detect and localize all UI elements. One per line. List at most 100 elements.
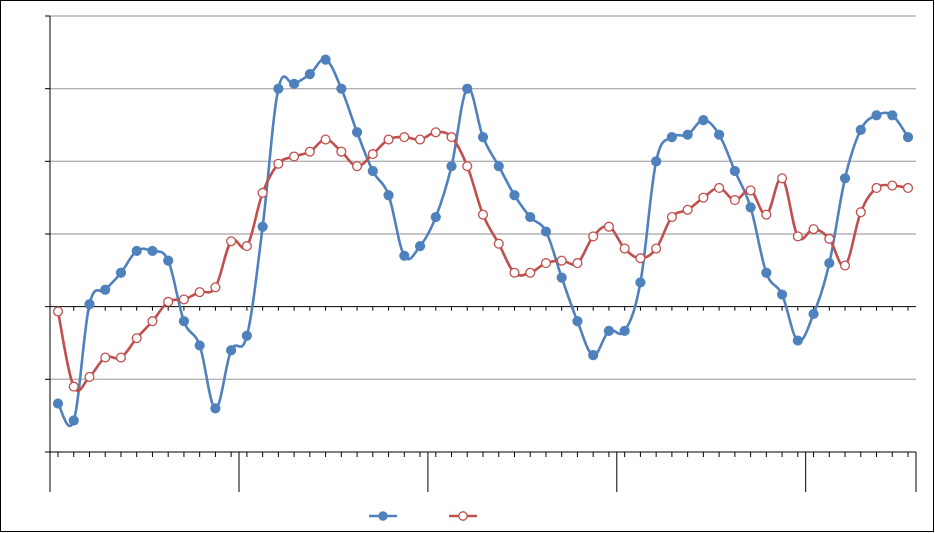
data-point (194, 287, 205, 298)
data-point (477, 209, 489, 220)
data-point (100, 352, 111, 363)
data-point (902, 182, 914, 194)
data-point (115, 267, 127, 278)
data-point (210, 403, 221, 414)
legend-item-1 (369, 511, 397, 521)
data-point (257, 221, 268, 232)
data-point (902, 132, 914, 143)
data-point (493, 161, 504, 172)
data-point (540, 226, 552, 237)
data-point (776, 289, 788, 300)
data-point (399, 250, 410, 261)
data-point (163, 255, 174, 266)
data-point (352, 161, 363, 172)
data-point (84, 299, 95, 310)
data-point (131, 333, 142, 344)
data-point (556, 272, 567, 283)
data-point (887, 180, 898, 191)
data-point (525, 211, 536, 223)
data-point (383, 134, 394, 145)
data-point (462, 161, 473, 172)
data-point (100, 284, 111, 295)
data-point (635, 253, 646, 264)
data-point (194, 340, 205, 351)
data-point (383, 190, 394, 201)
legend-marker (378, 511, 388, 521)
data-point (178, 316, 190, 327)
data-point (84, 371, 95, 382)
data-point (336, 83, 347, 94)
data-point (761, 267, 772, 278)
data-point (651, 243, 662, 254)
data-point (588, 231, 599, 242)
data-point (226, 236, 237, 247)
data-point (399, 132, 410, 143)
data-point (855, 124, 866, 135)
data-point (68, 415, 79, 426)
data-point (131, 245, 142, 257)
series-1 (52, 54, 914, 428)
data-point (588, 350, 599, 361)
data-point (871, 182, 882, 194)
data-point (792, 231, 803, 242)
data-point (509, 267, 520, 278)
data-point (682, 204, 693, 215)
data-point (446, 161, 457, 172)
data-point (52, 398, 64, 409)
data-point (477, 132, 489, 143)
data-point (714, 129, 725, 140)
data-point (241, 241, 252, 252)
data-point (556, 255, 567, 266)
data-point (430, 211, 441, 223)
gridlines (50, 15, 916, 381)
data-point (808, 308, 819, 320)
data-point (320, 54, 331, 65)
data-point (493, 238, 504, 249)
data-point (572, 258, 583, 269)
data-point (304, 146, 315, 157)
data-point (887, 110, 898, 121)
data-point (241, 330, 252, 341)
data-point (257, 187, 268, 198)
data-point (210, 282, 221, 293)
data-point (336, 146, 347, 157)
data-point (304, 69, 315, 80)
data-point (462, 83, 473, 94)
data-point (635, 277, 646, 288)
legend (369, 511, 477, 521)
series-layer (52, 54, 914, 428)
data-point (147, 245, 158, 257)
data-point (414, 241, 426, 252)
data-point (729, 195, 740, 206)
data-point (289, 151, 300, 162)
data-point (289, 78, 300, 89)
data-point (824, 257, 835, 269)
data-point (824, 233, 835, 244)
data-point (619, 325, 630, 336)
data-point (777, 173, 788, 184)
data-point (745, 185, 756, 196)
legend-marker (458, 511, 468, 521)
data-point (52, 306, 64, 317)
data-point (572, 316, 583, 327)
data-point (178, 294, 189, 305)
data-point (603, 221, 614, 232)
series-2 (52, 127, 914, 393)
legend-item-2 (449, 511, 477, 521)
data-point (273, 158, 284, 169)
data-point (855, 207, 866, 218)
data-point (115, 352, 127, 363)
data-point (761, 209, 772, 220)
data-point (446, 132, 457, 143)
data-point (651, 156, 662, 167)
data-point (163, 296, 174, 307)
data-point (367, 165, 378, 177)
data-point (414, 134, 426, 145)
data-point (839, 173, 851, 184)
data-point (226, 345, 237, 356)
data-point (871, 110, 882, 121)
data-point (698, 192, 709, 203)
data-point (603, 325, 615, 336)
data-point (351, 127, 363, 138)
